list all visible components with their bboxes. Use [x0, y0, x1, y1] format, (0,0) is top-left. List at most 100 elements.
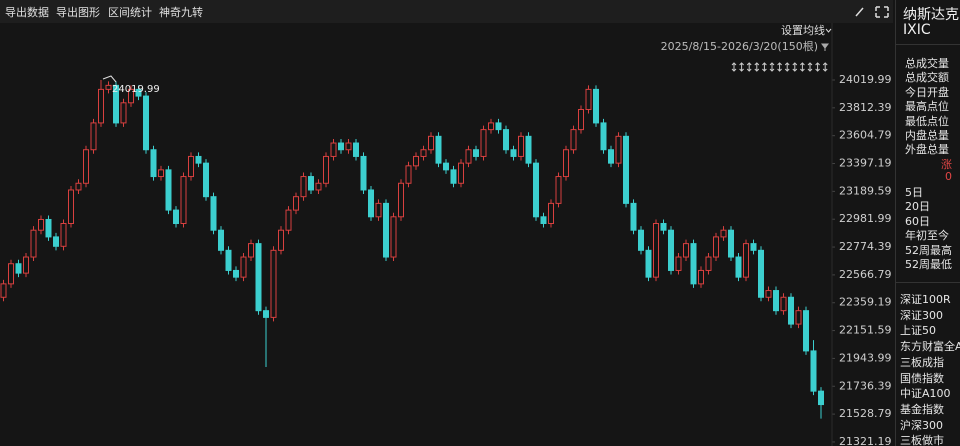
y-tick-label: 23812.39: [839, 101, 892, 114]
candle: [660, 219, 667, 235]
candle: [225, 246, 232, 275]
index-link[interactable]: 三板成指: [900, 355, 944, 369]
candle-body: [653, 223, 659, 278]
candle-body: [240, 256, 247, 278]
index-link[interactable]: 国债指数: [900, 371, 944, 385]
candle: [383, 199, 389, 262]
candle: [323, 152, 329, 188]
candle: [233, 266, 239, 282]
toolbar-button[interactable]: 导出图形: [56, 6, 100, 19]
candle-body: [68, 189, 74, 225]
index-link[interactable]: 三板做市: [900, 434, 944, 446]
candle-body: [705, 256, 712, 271]
candle: [773, 286, 779, 315]
candle: [720, 226, 727, 241]
candle: [585, 85, 592, 114]
candle-body: [195, 155, 202, 164]
candle-body: [0, 283, 7, 298]
candle: [443, 159, 449, 174]
candle-body: [788, 296, 794, 325]
candle: [735, 253, 742, 282]
index-link[interactable]: 深证100R: [900, 293, 951, 306]
index-link[interactable]: 基金指数: [900, 402, 944, 416]
arrow-icon: [792, 62, 798, 72]
candle: [780, 293, 787, 315]
field-label: 今日开盘: [905, 85, 949, 99]
candle-body: [278, 229, 284, 251]
candle-body: [465, 149, 472, 164]
candle: [270, 246, 277, 322]
index-link[interactable]: 东方财富全A: [900, 340, 960, 354]
candle: [188, 152, 194, 181]
candle-body: [443, 162, 449, 171]
candle-body: [630, 202, 637, 231]
candle: [765, 286, 772, 302]
candle-body: [780, 296, 787, 312]
candle-body: [578, 109, 584, 131]
candle: [128, 85, 134, 107]
index-link[interactable]: 中证A100: [900, 387, 951, 401]
candle-body: [158, 169, 164, 178]
candle-body: [330, 142, 337, 157]
candle-body: [308, 176, 314, 191]
toolbar: 导出数据 导出图形 区间统计 神奇九转: [0, 0, 893, 23]
candle: [503, 125, 509, 154]
candle-body: [263, 310, 269, 318]
candle-body: [45, 218, 52, 238]
candle-body: [645, 249, 652, 278]
candle: [750, 239, 757, 255]
candle-body: [323, 155, 329, 184]
candle: [668, 226, 674, 275]
y-tick-label: 22774.39: [839, 240, 892, 253]
toolbar-button[interactable]: 神奇九转: [159, 6, 203, 19]
candle: [540, 212, 547, 228]
range-label: 2025/8/15-2026/3/20(150根): [661, 39, 818, 53]
candle-body: [405, 165, 412, 184]
field-label: 总成交额: [905, 71, 949, 85]
separator: [896, 282, 960, 283]
annotation-leader: [102, 75, 117, 83]
candle: [405, 161, 412, 188]
separator: [896, 44, 960, 45]
candle-body: [90, 122, 97, 151]
candle-body: [345, 142, 352, 151]
field-label: 外盘总量: [905, 143, 949, 157]
candle: [210, 192, 217, 235]
candle-body: [810, 350, 817, 392]
fullscreen-icon[interactable]: [875, 6, 889, 18]
candle: [248, 239, 254, 262]
candle-body: [300, 176, 307, 198]
candle-body: [30, 229, 37, 258]
toolbar-button[interactable]: 导出数据: [5, 6, 49, 19]
candle-body: [15, 263, 22, 274]
candle: [30, 226, 37, 262]
candle: [15, 259, 22, 278]
candle-body: [113, 84, 119, 124]
candle-body: [248, 243, 254, 258]
y-tick-label: 23604.79: [839, 129, 892, 142]
candle-body: [150, 149, 157, 178]
candle-body: [105, 84, 112, 90]
index-link[interactable]: 上证50: [900, 324, 936, 338]
candle: [548, 199, 554, 228]
candle: [398, 179, 404, 221]
candle-body: [375, 202, 382, 218]
candle-body: [743, 243, 749, 278]
arrow-icon: [731, 62, 737, 72]
change-value: 0: [945, 170, 952, 183]
candle-body: [720, 229, 727, 238]
index-link[interactable]: 深证300: [900, 308, 943, 322]
candle-body: [750, 243, 757, 251]
ma-setting[interactable]: 设置均线: [781, 23, 825, 37]
candle: [98, 79, 104, 127]
candle: [645, 246, 652, 282]
candle-body: [285, 209, 292, 231]
pen-icon[interactable]: [855, 7, 864, 17]
candle-body: [518, 135, 524, 157]
pin-icon[interactable]: [821, 43, 829, 51]
index-link[interactable]: 沪深300: [900, 418, 943, 432]
candle-body: [765, 290, 772, 298]
candle-body: [540, 216, 547, 225]
candle-body: [120, 102, 127, 124]
toolbar-button[interactable]: 区间统计: [108, 6, 152, 19]
